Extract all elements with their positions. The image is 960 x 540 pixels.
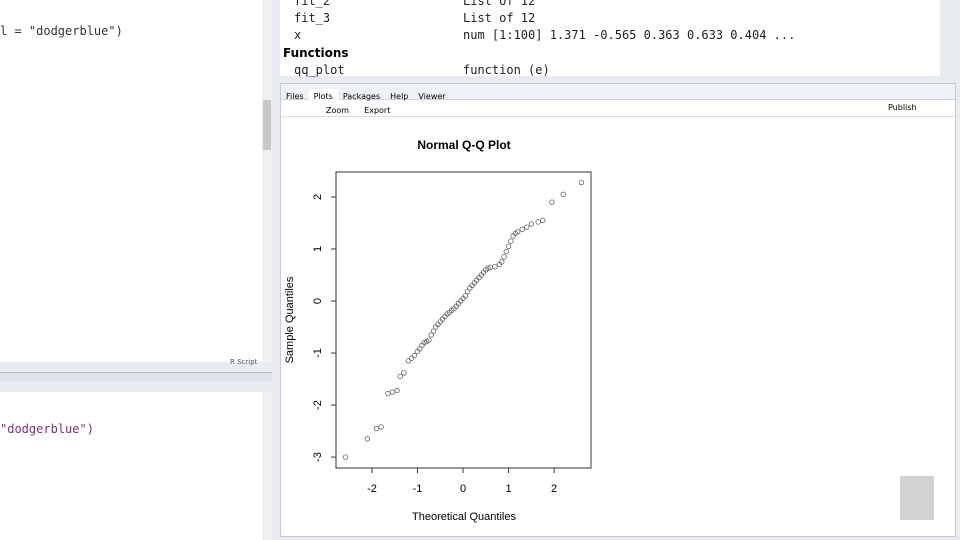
- qq-point: [378, 424, 384, 430]
- pane-tab[interactable]: Packages: [342, 92, 381, 101]
- y-tick-label: 1: [312, 246, 324, 252]
- qq-point: [385, 390, 391, 397]
- qq-point: [503, 248, 510, 255]
- plot-box: [335, 171, 592, 469]
- y-tick-label: -3: [312, 452, 324, 462]
- env-value: num [1:100] 1.371 -0.565 0.363 0.633 0.4…: [463, 28, 796, 42]
- qq-point: [535, 219, 541, 225]
- qq-point: [549, 199, 555, 205]
- qq-point: [501, 254, 507, 260]
- qq-point: [462, 293, 469, 299]
- x-tick-label: -1: [413, 483, 423, 495]
- qq-point: [508, 238, 514, 244]
- qq-point: [397, 373, 403, 380]
- qq-point: [578, 179, 585, 186]
- x-axis-label: Theoretical Quantiles: [412, 511, 516, 523]
- env-name: fit_3: [294, 11, 331, 25]
- y-tick-label: 2: [312, 194, 324, 200]
- pane-tab[interactable]: Files: [286, 92, 304, 101]
- console-scrollbar[interactable]: [262, 392, 272, 540]
- y-tick-label: -1: [312, 348, 324, 358]
- qq-point: [389, 389, 396, 395]
- tab-bar: Files Plots Packages Help Viewer: [281, 84, 955, 104]
- pane-tab[interactable]: Viewer: [418, 92, 446, 101]
- pane-tab[interactable]: Help: [390, 92, 409, 101]
- qq-point: [430, 328, 437, 334]
- qq-point: [405, 358, 412, 364]
- x-tick-label: 2: [551, 483, 557, 495]
- console-pane: "dodgerblue"): [0, 392, 262, 540]
- editor-tab-label[interactable]: R Script: [230, 358, 258, 366]
- x-tick-label: -2: [367, 483, 377, 495]
- x-tick-label: 1: [506, 483, 512, 495]
- section-header: Functions: [283, 46, 349, 60]
- toolbar: Zoom Export Publish: [281, 100, 955, 117]
- qq-point: [524, 224, 530, 230]
- env-name: x: [294, 28, 302, 42]
- qq-plot: Normal Q-Q Plot Theoretical Quantiles Samp…: [284, 138, 592, 523]
- zoom-button[interactable]: Zoom: [326, 106, 350, 115]
- qq-point: [342, 454, 349, 460]
- y-tick-label: 0: [312, 298, 324, 304]
- qq-point: [505, 243, 512, 250]
- export-button[interactable]: Export: [364, 106, 391, 115]
- code-line: l = "dodgerblue"): [0, 24, 123, 38]
- qq-point: [560, 191, 566, 198]
- env-value: function (e): [463, 63, 550, 77]
- qq-point: [411, 352, 418, 359]
- editor-scrollbar[interactable]: [262, 0, 272, 362]
- console-line: "dodgerblue"): [0, 422, 94, 436]
- qq-point: [394, 387, 400, 394]
- environment-pane: fit_2 List of 12 fit_3 List of 12 x num [1:10…: [280, 0, 940, 77]
- qq-point: [519, 226, 525, 232]
- y-tick-label: -2: [312, 400, 324, 410]
- env-name: fit_2: [294, 0, 331, 8]
- qq-point: [528, 221, 535, 227]
- qq-point: [408, 355, 415, 361]
- qq-point: [499, 259, 505, 265]
- editor-pane: l = "dodgerblue"): [0, 0, 262, 362]
- files-pane: Files Plots Packages Help Viewer Zoom Export…: [280, 83, 956, 537]
- y-axis-label: Sample Quantiles: [284, 276, 296, 363]
- plot-title: Normal Q-Q Plot: [417, 138, 510, 152]
- pane-tab[interactable]: Plots: [308, 89, 338, 104]
- qq-point: [426, 337, 432, 343]
- function-name: qq_plot: [294, 63, 345, 77]
- qq-point: [492, 263, 498, 270]
- env-value: List of 12: [463, 0, 536, 8]
- qq-point: [401, 370, 407, 376]
- watermark: [900, 476, 934, 520]
- qq-point: [373, 425, 380, 432]
- x-tick-label: 0: [460, 483, 466, 495]
- publish-button[interactable]: Publish: [888, 103, 917, 112]
- qq-point: [540, 217, 546, 224]
- qq-point: [514, 229, 521, 235]
- env-value: List of 12: [463, 11, 536, 25]
- qq-point: [364, 436, 371, 442]
- splitter[interactable]: [0, 372, 272, 381]
